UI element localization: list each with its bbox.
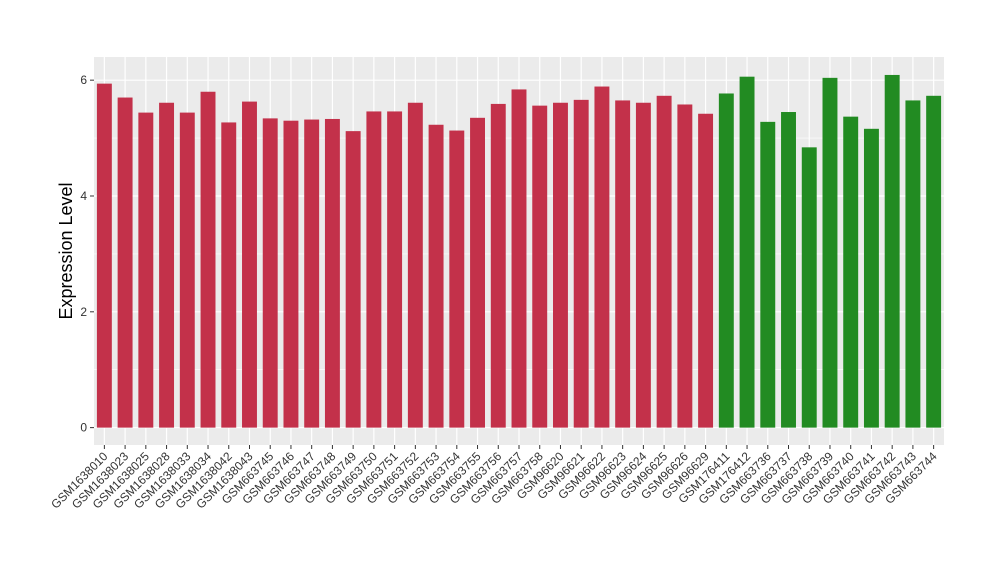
bar-GSM663751 [387, 111, 403, 428]
bar-GSM663739 [822, 77, 838, 428]
bar-GSM176411 [718, 93, 734, 428]
bar-GSM96621 [573, 99, 589, 428]
bar-GSM1638042 [221, 122, 237, 428]
y-tick-label: 4 [80, 189, 87, 203]
bar-GSM1638034 [200, 91, 216, 428]
bar-GSM663756 [490, 103, 506, 428]
bar-GSM663752 [407, 102, 423, 428]
y-tick-label: 0 [80, 421, 87, 435]
y-axis: 0 2 4 6 [80, 73, 94, 435]
bar-GSM1638025 [138, 112, 154, 428]
bar-GSM663738 [801, 147, 817, 428]
bar-GSM663744 [926, 95, 942, 428]
bar-GSM96625 [656, 95, 672, 428]
bar-GSM663740 [843, 116, 859, 428]
bar-GSM176412 [739, 76, 755, 428]
bar-GSM663749 [345, 131, 361, 428]
bar-GSM663741 [863, 128, 879, 428]
bar-GSM663757 [511, 89, 527, 428]
bar-GSM663748 [324, 118, 340, 428]
bars [96, 74, 942, 428]
bar-GSM663745 [262, 118, 278, 428]
bar-GSM96620 [553, 102, 568, 428]
bar-GSM96629 [698, 113, 714, 428]
bar-GSM663746 [283, 120, 299, 428]
bar-GSM663754 [449, 130, 465, 428]
bar-GSM1638010 [96, 83, 112, 428]
bar-GSM663750 [366, 111, 382, 428]
y-axis-title: Expression Level [56, 182, 76, 319]
bar-GSM1638033 [179, 112, 195, 428]
bar-GSM96622 [594, 86, 610, 428]
x-axis: GSM1638010GSM1638023GSM1638025GSM1638028… [48, 445, 940, 511]
bar-GSM663753 [428, 124, 444, 428]
bar-GSM663758 [532, 105, 548, 428]
bar-GSM663747 [304, 119, 320, 428]
y-tick-label: 6 [80, 73, 87, 87]
bar-GSM1638023 [117, 97, 133, 428]
bar-GSM663742 [884, 74, 900, 428]
bar-GSM663755 [470, 117, 485, 428]
y-tick-label: 2 [80, 305, 87, 319]
bar-GSM663736 [760, 121, 776, 428]
bar-GSM96626 [677, 104, 693, 428]
bar-GSM663743 [905, 100, 921, 428]
bar-GSM96623 [615, 100, 631, 428]
bar-GSM96624 [635, 102, 651, 428]
bar-GSM663737 [781, 112, 796, 428]
bar-GSM1638043 [242, 101, 257, 428]
bar-GSM1638028 [159, 102, 175, 428]
